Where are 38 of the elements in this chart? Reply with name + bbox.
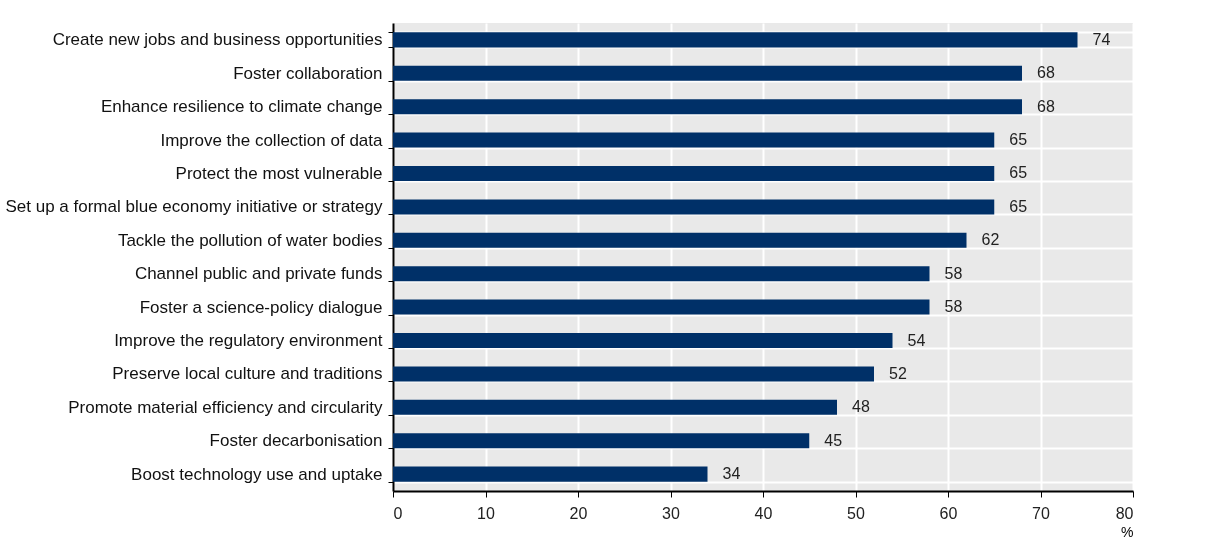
data-label: 54	[907, 331, 926, 349]
data-label: 34	[722, 465, 741, 483]
y-tick-label: Foster a science-policy dialogue	[139, 297, 383, 317]
data-label: 65	[1009, 164, 1028, 182]
x-tick-label: 80	[1115, 504, 1134, 522]
data-label: 65	[1009, 131, 1028, 149]
data-label: 52	[889, 364, 907, 382]
data-label: 65	[1009, 197, 1028, 215]
x-tick-label: 20	[569, 504, 588, 522]
y-tick-label: Preserve local culture and traditions	[112, 364, 383, 384]
y-tick-label: Improve the collection of data	[160, 130, 384, 150]
y-tick-label: Foster decarbonisation	[209, 431, 383, 451]
y-tick-label: Protect the most vulnerable	[175, 163, 383, 183]
y-tick-label: Create new jobs and business opportunities	[52, 30, 383, 50]
x-tick-label: 10	[477, 504, 495, 522]
data-label: 68	[1037, 97, 1055, 115]
y-tick-label: Enhance resilience to climate change	[100, 97, 383, 117]
x-tick-label: 40	[754, 504, 773, 522]
y-tick-label: Promote material efficiency and circularity	[68, 397, 383, 417]
x-tick-label: 70	[1032, 504, 1050, 522]
y-tick-label: Boost technology use and uptake	[131, 464, 383, 484]
data-label: 58	[944, 264, 963, 282]
x-axis-title: %	[1121, 523, 1134, 540]
y-tick-label: Tackle the pollution of water bodies	[117, 230, 383, 250]
data-label: 45	[824, 431, 843, 449]
x-tick-label: 30	[662, 504, 680, 522]
x-tick-label: 60	[939, 504, 958, 522]
data-label: 48	[852, 398, 870, 416]
y-tick-label: Improve the regulatory environment	[114, 331, 383, 351]
y-tick-label: Channel public and private funds	[134, 264, 383, 284]
y-tick-label: Foster collaboration	[233, 63, 383, 83]
x-tick-label: 0	[393, 504, 403, 522]
data-label: 62	[981, 231, 1000, 249]
data-label: 58	[944, 298, 963, 316]
data-label: 74	[1092, 30, 1111, 48]
x-tick-label: 50	[847, 504, 865, 522]
data-label: 68	[1037, 64, 1055, 82]
y-tick-label: Set up a formal blue economy initiative or strategy	[5, 197, 383, 217]
